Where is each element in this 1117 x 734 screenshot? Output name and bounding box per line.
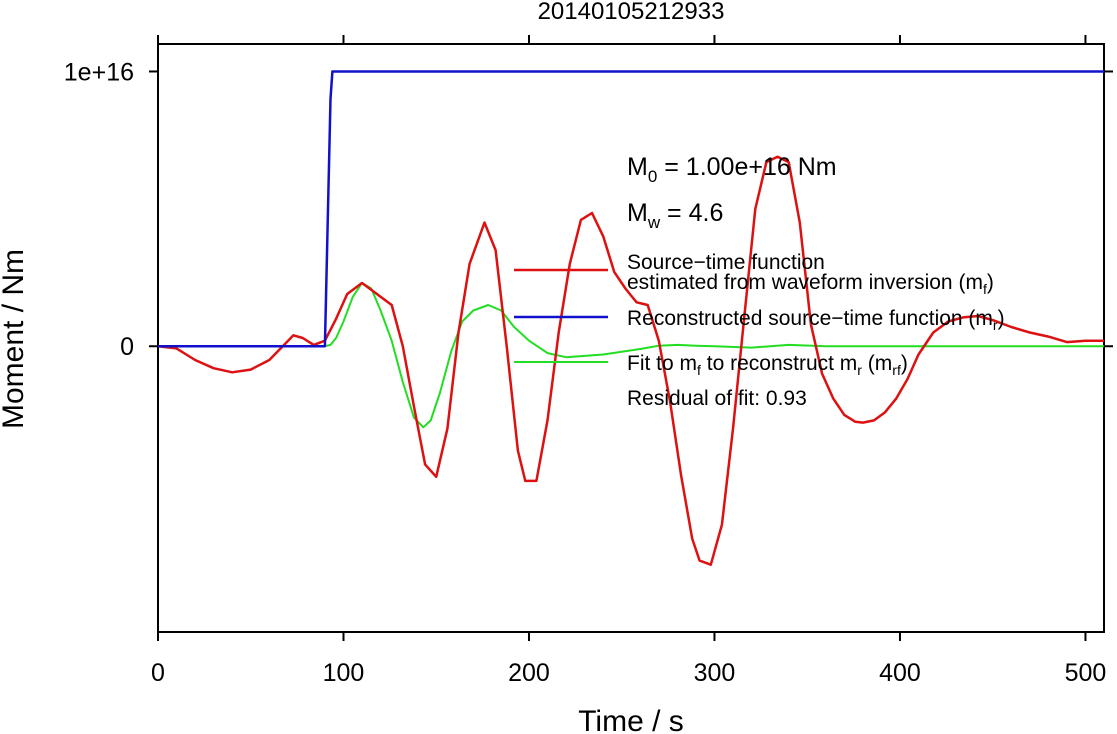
m0-annotation: M0 = 1.00e+16 Nm <box>627 153 837 186</box>
y-tick-label: 0 <box>120 333 134 361</box>
legend-label-red-line1: Source−time function <box>627 251 825 274</box>
mw-annotation: Mw = 4.6 <box>627 199 723 232</box>
y-tick-label: 1e+16 <box>64 58 134 86</box>
chart-title: 20140105212933 <box>538 0 725 25</box>
legend: Source−time function estimated from wave… <box>514 251 1005 410</box>
legend-label-blue: Reconstructed source−time function (mr) <box>627 307 1005 333</box>
x-tick-label: 200 <box>508 659 550 687</box>
residual-annotation: Residual of fit: 0.93 <box>627 387 807 410</box>
legend-label-green: Fit to mf to reconstruct mr (mrf) <box>627 352 908 378</box>
y-axis-label: Moment / Nm <box>0 249 30 429</box>
x-tick-label: 100 <box>323 659 365 687</box>
x-tick-label: 300 <box>694 659 736 687</box>
series-layer <box>157 70 1104 566</box>
series-line-0 <box>157 155 1104 566</box>
x-tick-label: 0 <box>151 659 165 687</box>
plot-frame <box>157 43 1105 633</box>
legend-label-red-line2: estimated from waveform inversion (mf) <box>627 271 994 297</box>
x-tick-label: 400 <box>879 659 921 687</box>
x-axis-label: Time / s <box>578 705 684 734</box>
ticks-layer: 0 100 200 300 400 500 0 1e+16 <box>64 35 1113 687</box>
series-line-1 <box>158 70 1104 348</box>
annotations: M0 = 1.00e+16 Nm Mw = 4.6 <box>627 153 837 232</box>
x-tick-label: 500 <box>1065 659 1107 687</box>
